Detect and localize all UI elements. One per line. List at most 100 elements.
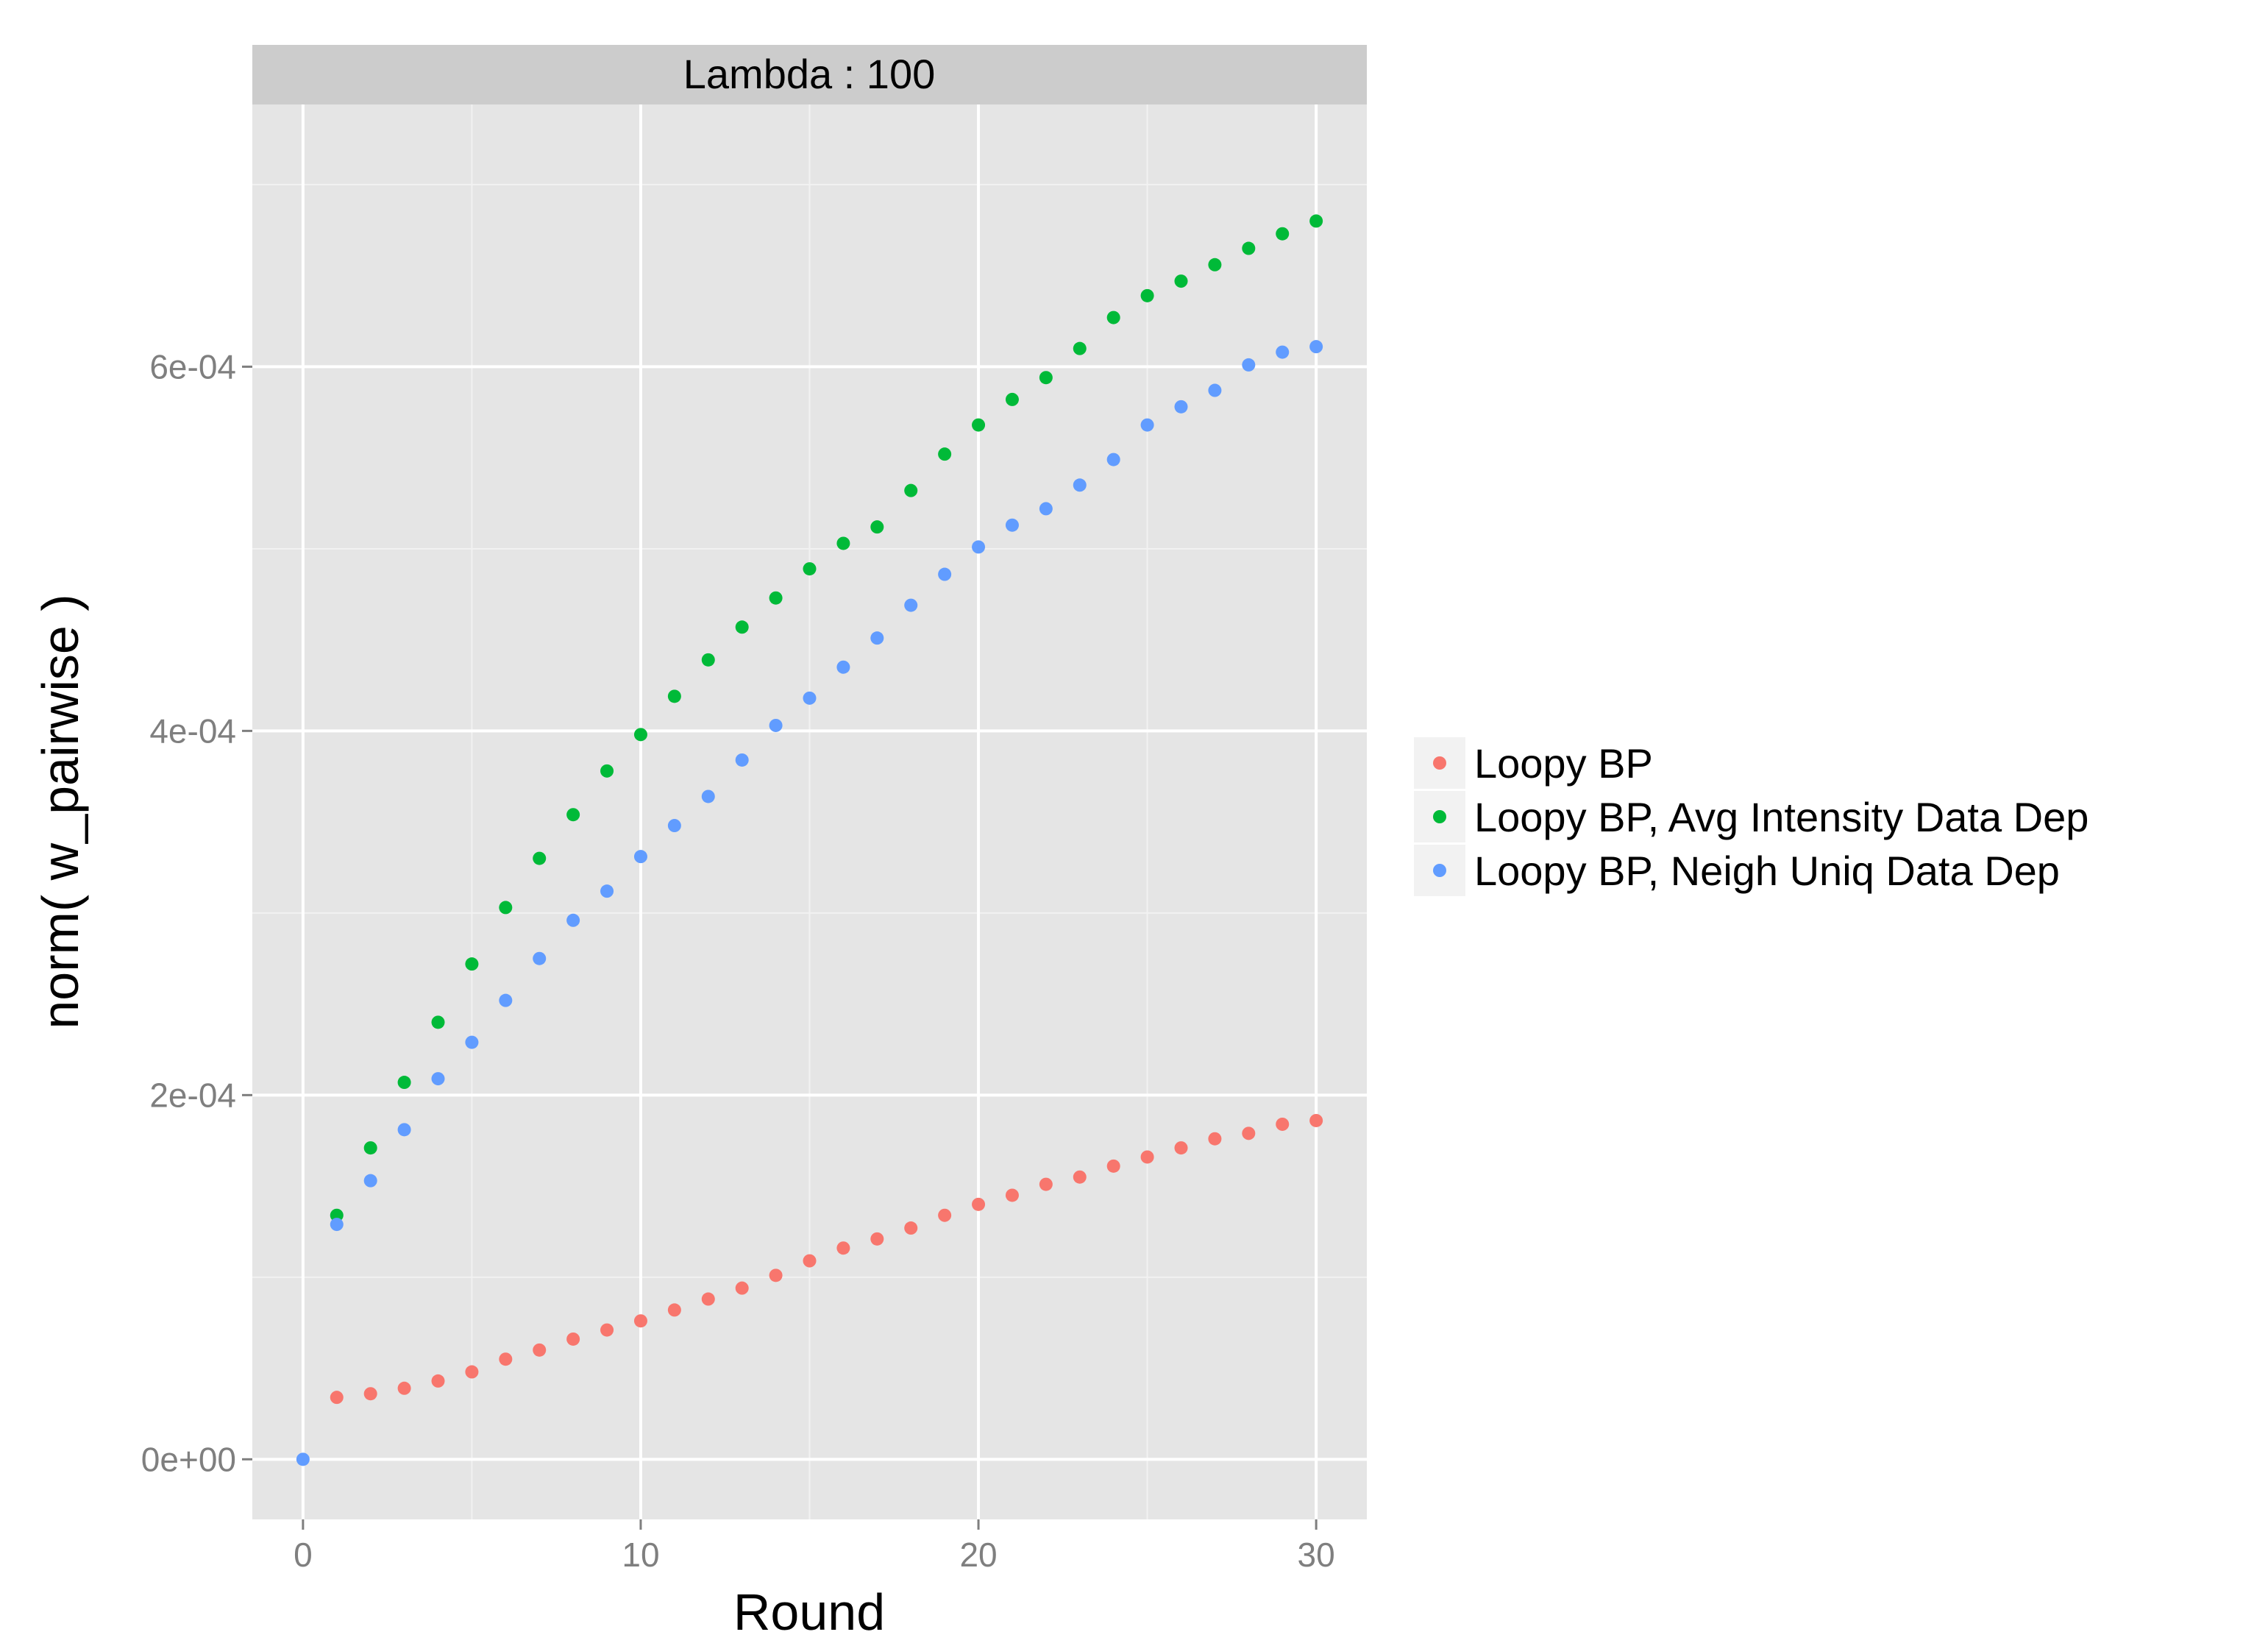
data-point <box>1106 310 1120 324</box>
data-point <box>667 1303 681 1317</box>
data-point <box>499 901 513 915</box>
series-3 <box>296 340 1323 1466</box>
data-point <box>296 1452 310 1466</box>
data-point <box>803 562 817 576</box>
data-point <box>701 653 715 667</box>
data-point <box>1039 1177 1053 1191</box>
data-point <box>1242 1126 1256 1140</box>
data-point <box>1073 1170 1087 1184</box>
data-point <box>1073 341 1087 355</box>
data-point <box>1073 478 1087 492</box>
data-point <box>533 851 547 865</box>
data-point <box>803 1254 817 1268</box>
data-point <box>1174 274 1188 288</box>
data-points <box>296 214 1323 1466</box>
legend: Loopy BP Loopy BP, Avg Intensity Data Dep… <box>1414 737 2089 896</box>
data-point <box>667 689 681 703</box>
data-point <box>465 957 479 971</box>
data-point <box>735 620 749 634</box>
x-axis-title: Round <box>733 1583 885 1641</box>
data-point <box>803 691 817 705</box>
data-point <box>633 850 647 864</box>
data-point <box>836 660 850 674</box>
data-point <box>1242 358 1256 372</box>
data-point <box>904 483 918 497</box>
y-tick-label: 2e-04 <box>149 1076 236 1114</box>
data-point <box>1005 392 1019 406</box>
data-point <box>1106 453 1120 466</box>
data-point <box>465 1035 479 1049</box>
data-point <box>533 951 547 965</box>
data-point <box>667 819 681 833</box>
data-point <box>1039 502 1053 516</box>
data-point <box>701 789 715 803</box>
legend-label: Loopy BP, Neigh Uniq Data Dep <box>1474 848 2060 894</box>
data-point <box>1140 1150 1154 1164</box>
data-point <box>363 1387 377 1401</box>
data-point <box>330 1391 344 1405</box>
data-point <box>870 1232 884 1246</box>
x-tick-label: 10 <box>622 1536 659 1574</box>
x-tick-labels: 0 10 20 30 <box>294 1536 1335 1574</box>
facet-strip <box>252 45 1367 104</box>
data-point <box>1276 345 1290 359</box>
data-point <box>1276 227 1290 241</box>
data-point <box>499 993 513 1007</box>
data-point <box>397 1381 411 1395</box>
data-point <box>1309 340 1323 354</box>
data-point <box>431 1374 445 1388</box>
data-point <box>600 1323 614 1337</box>
data-point <box>836 536 850 550</box>
data-point <box>397 1076 411 1090</box>
data-point <box>972 1197 986 1211</box>
data-point <box>566 808 580 822</box>
legend-marker <box>1433 864 1446 877</box>
data-point <box>1005 1188 1019 1202</box>
legend-label: Loopy BP <box>1474 740 1653 787</box>
data-point <box>397 1123 411 1137</box>
data-point <box>870 520 884 534</box>
data-point <box>1106 1159 1120 1173</box>
data-point <box>1208 258 1222 272</box>
series-1 <box>330 1113 1323 1405</box>
data-point <box>330 1218 344 1232</box>
data-point <box>1140 418 1154 432</box>
data-point <box>600 884 614 898</box>
grid-minor <box>252 104 1367 1519</box>
data-point <box>1174 1141 1188 1155</box>
y-tick-label: 6e-04 <box>149 347 236 386</box>
axis-ticks <box>242 365 1318 1530</box>
data-point <box>1174 400 1188 414</box>
data-point <box>701 1292 715 1306</box>
data-point <box>431 1015 445 1029</box>
data-point <box>566 1332 580 1346</box>
facet-label: Lambda : 100 <box>683 51 935 97</box>
data-point <box>465 1365 479 1379</box>
data-point <box>1309 1113 1323 1127</box>
data-point <box>600 764 614 778</box>
data-point <box>363 1174 377 1188</box>
x-tick-label: 30 <box>1298 1536 1335 1574</box>
y-tick-label: 4e-04 <box>149 712 236 750</box>
legend-label: Loopy BP, Avg Intensity Data Dep <box>1474 794 2089 840</box>
data-point <box>735 753 749 767</box>
data-point <box>769 1268 783 1282</box>
data-point <box>330 1208 344 1222</box>
legend-marker <box>1433 756 1446 770</box>
data-point <box>938 447 952 461</box>
data-point <box>1005 518 1019 532</box>
data-point <box>1309 214 1323 228</box>
data-point <box>836 1241 850 1255</box>
x-tick-label: 0 <box>294 1536 313 1574</box>
data-point <box>1242 241 1256 255</box>
y-axis-title: norm( w_pairwise ) <box>32 594 89 1029</box>
data-point <box>938 1208 952 1222</box>
data-point <box>431 1072 445 1086</box>
legend-marker <box>1433 810 1446 823</box>
data-point <box>735 1281 749 1295</box>
data-point <box>769 591 783 605</box>
data-point <box>1039 371 1053 385</box>
data-point <box>870 631 884 645</box>
data-point <box>1208 1132 1222 1146</box>
